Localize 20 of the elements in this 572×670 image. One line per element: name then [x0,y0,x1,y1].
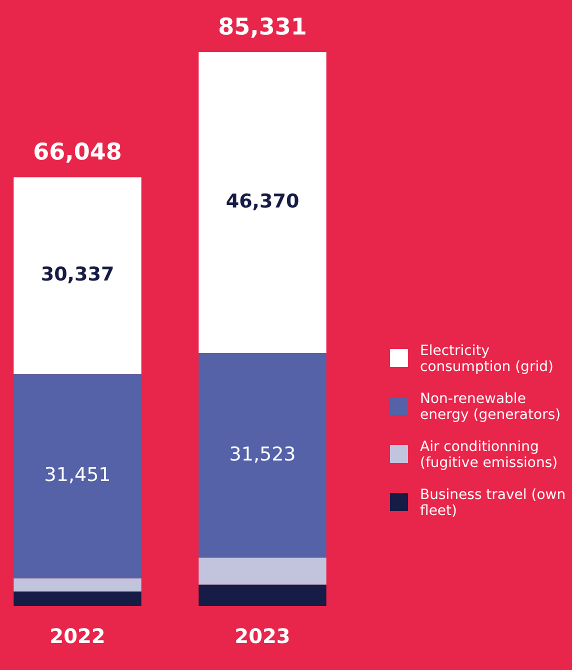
total-label: 66,048 [33,140,122,166]
x-tick-label: 2023 [234,624,290,648]
legend-label: Electricity consumption (grid) [420,343,554,375]
legend-label: Air conditionning (fugitive emissions) [420,439,559,471]
legend-label: Non-renewable energy (generators) [420,391,562,423]
bar [198,584,326,606]
bar [198,353,326,558]
total-label: 85,331 [218,14,307,40]
bar [14,177,142,374]
bar [198,52,326,354]
data-label: 31,523 [229,443,296,466]
bar [14,578,142,592]
data-label: 30,337 [40,264,114,286]
data-label: 46,370 [226,190,300,212]
data-label: 31,451 [44,464,111,486]
bar [198,558,326,585]
bar [14,592,142,606]
legend-label: Business travel (own fleet) [420,487,567,519]
x-tick-label: 2022 [50,624,106,648]
bar [14,374,142,578]
